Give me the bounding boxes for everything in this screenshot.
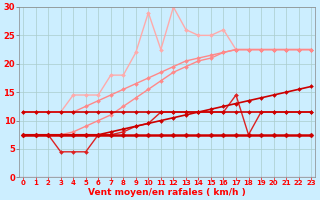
- X-axis label: Vent moyen/en rafales ( km/h ): Vent moyen/en rafales ( km/h ): [88, 188, 246, 197]
